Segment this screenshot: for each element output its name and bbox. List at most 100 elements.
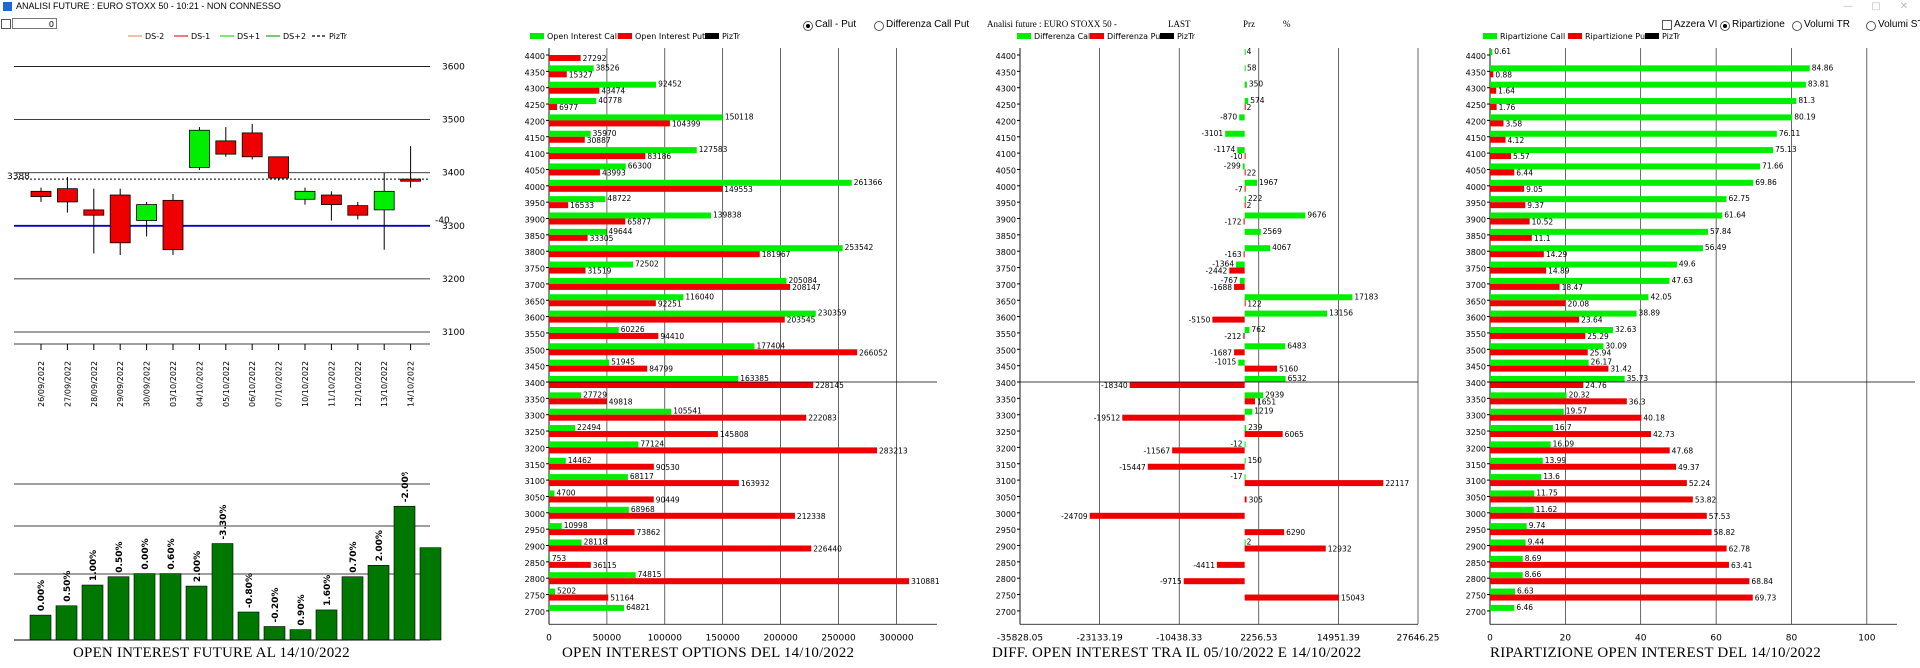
strike-label: 2950 — [1466, 526, 1486, 535]
x-tick-label: 250000 — [821, 633, 856, 643]
strike-label: 2700 — [525, 608, 545, 617]
minimize-button[interactable]: — — [1843, 1, 1853, 12]
call-bar — [1239, 114, 1245, 121]
put-value: 104399 — [672, 119, 701, 128]
call-bar — [1244, 392, 1264, 399]
put-bar — [1244, 202, 1246, 209]
strike-label: 2750 — [1466, 592, 1486, 601]
strike-label: 4200 — [525, 117, 545, 126]
maximize-button[interactable]: □ — [1871, 1, 1881, 12]
strike-label: 3450 — [996, 363, 1016, 372]
strike-label: 2700 — [996, 608, 1016, 617]
x-tick-label: 14/10/2022 — [407, 361, 416, 407]
call-value: 58 — [1247, 63, 1257, 72]
y-tick-label: 3500 — [442, 116, 465, 126]
strike-label: 3450 — [525, 363, 545, 372]
call-bar — [1490, 196, 1727, 203]
call-bar — [1244, 474, 1246, 481]
call-bar — [1490, 457, 1543, 464]
strike-label: 4050 — [525, 166, 545, 175]
azzera-vi-checkbox[interactable] — [1662, 20, 1672, 30]
put-value: 203545 — [787, 316, 816, 325]
put-value: 1.76 — [1499, 103, 1516, 112]
diff-call-put-radio[interactable] — [874, 21, 884, 31]
strike-label: 3800 — [525, 248, 545, 257]
candle-body — [320, 194, 342, 205]
x-tick-label: 50000 — [593, 633, 622, 643]
put-value: 40.18 — [1643, 414, 1665, 423]
strike-label: 2850 — [1466, 559, 1486, 568]
x-tick-label: 30/09/2022 — [143, 361, 152, 407]
call-value: 74815 — [638, 570, 662, 579]
legend-label: DS+1 — [237, 32, 260, 41]
call-bar — [1490, 65, 1810, 72]
window-title: ANALISI FUTURE : EURO STOXX 50 - 10:21 -… — [16, 1, 281, 11]
put-bar — [549, 398, 607, 405]
put-value: 33305 — [590, 234, 614, 243]
call-value: 13156 — [1329, 309, 1353, 318]
call-bar — [549, 261, 633, 268]
volumi-tr-radio[interactable] — [1792, 21, 1802, 31]
strike-label: 2900 — [996, 543, 1016, 552]
call-value: 30.09 — [1605, 341, 1627, 350]
x-tick-label: 20 — [1560, 633, 1572, 643]
put-value: 62.78 — [1729, 545, 1751, 554]
put-value: 145808 — [720, 430, 749, 439]
call-value: 6.63 — [1517, 587, 1534, 596]
put-bar — [1244, 431, 1283, 438]
volumi-st-radio[interactable] — [1866, 21, 1876, 31]
put-value: 310881 — [911, 577, 940, 586]
x-tick-label: 27/09/2022 — [63, 361, 72, 407]
ripartizione-radio[interactable] — [1720, 21, 1730, 31]
call-value: 139838 — [713, 211, 742, 220]
put-value: -4411 — [1193, 561, 1215, 570]
strike-label: 3650 — [1466, 297, 1486, 306]
call-bar — [549, 376, 739, 382]
put-value: 11.1 — [1534, 234, 1551, 243]
legend-label: DS+2 — [283, 32, 306, 41]
strike-label: 4100 — [1466, 150, 1486, 159]
call-bar — [1490, 588, 1515, 595]
put-bar — [1490, 398, 1627, 405]
toggle-checkbox[interactable] — [1, 19, 11, 29]
numeric-input[interactable]: 0 — [12, 18, 57, 29]
put-value: 25.94 — [1590, 348, 1612, 357]
call-value: 1219 — [1254, 407, 1273, 416]
call-value: 230359 — [818, 309, 847, 318]
call-value: -870 — [1220, 112, 1237, 121]
call-bar — [549, 506, 629, 513]
call-bar — [1490, 261, 1677, 268]
call-bar — [1490, 294, 1649, 301]
put-bar — [549, 234, 588, 241]
call-value: 574 — [1250, 96, 1265, 105]
put-bar — [1147, 463, 1245, 470]
call-value: 11.62 — [1536, 505, 1558, 514]
put-bar — [1234, 349, 1245, 356]
call-bar — [1490, 539, 1526, 546]
x-tick-label: 13/10/2022 — [380, 361, 389, 407]
put-bar — [1490, 463, 1677, 470]
x-tick-label: 12/10/2022 — [354, 361, 363, 407]
call-value: 84.86 — [1812, 63, 1834, 72]
put-value: 52.24 — [1689, 479, 1711, 488]
open-interest-future-chart: 0.00% 0.50% 1.00% 0.50% 0.00% 0.60% 2.00% -3.30… — [14, 472, 442, 641]
x-tick-label: -35828.05 — [997, 633, 1043, 643]
put-value: 15327 — [569, 70, 593, 79]
put-bar — [1089, 512, 1245, 519]
call-bar — [1490, 376, 1625, 382]
call-bar — [1244, 196, 1247, 203]
call-bar — [549, 163, 626, 170]
put-bar — [549, 349, 858, 356]
call-put-radio[interactable] — [803, 21, 813, 31]
diff-call-put-label: Differenza Call Put — [886, 19, 970, 30]
prz-header: Prz — [1243, 19, 1255, 29]
oi-bar-label: 0.60% — [167, 538, 177, 569]
call-bar — [549, 212, 711, 219]
put-value: 25.29 — [1587, 332, 1609, 341]
strike-label: 3850 — [525, 232, 545, 241]
x-tick-label: 04/10/2022 — [195, 361, 204, 407]
legend-label: DS-1 — [191, 32, 210, 41]
put-bar — [1490, 234, 1532, 241]
call-value: 14462 — [568, 456, 592, 465]
close-button[interactable]: ✕ — [1899, 1, 1909, 12]
